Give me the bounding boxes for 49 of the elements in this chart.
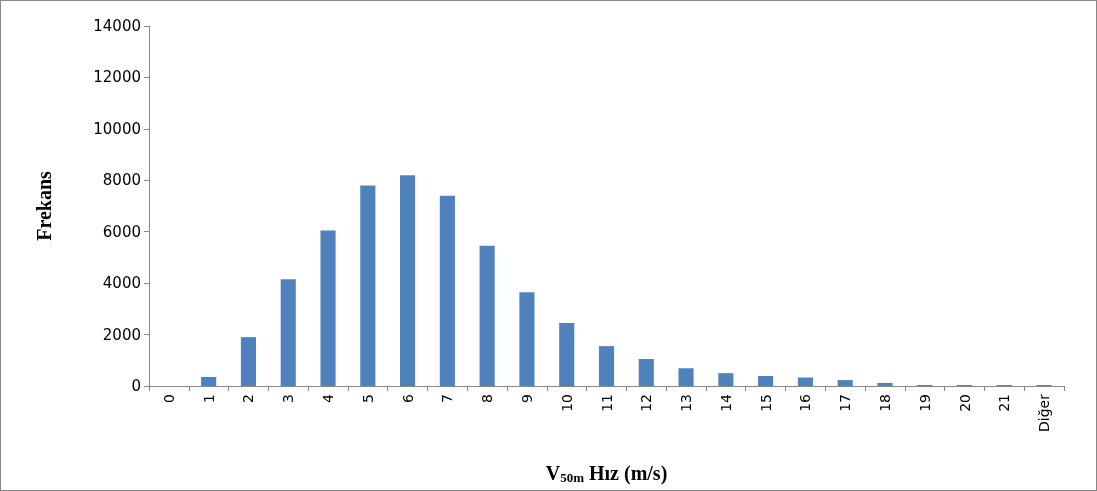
bar <box>837 380 853 386</box>
bar <box>439 195 455 386</box>
y-tick-label: 12000 <box>93 68 141 87</box>
bar <box>280 279 296 386</box>
y-tick-label: 8000 <box>102 171 141 190</box>
x-tick-label: 18 <box>876 394 893 412</box>
x-tick-label: 8 <box>479 394 496 403</box>
x-tick-label: 19 <box>916 394 933 412</box>
x-tick-label: 3 <box>280 394 297 403</box>
y-tick-label: 14000 <box>93 17 141 35</box>
bar <box>877 382 893 386</box>
bar <box>320 230 336 386</box>
y-tick-label: 4000 <box>102 274 141 293</box>
y-tick-label: 10000 <box>93 119 141 138</box>
x-tick-label: 20 <box>956 394 973 412</box>
x-tick-label: 15 <box>757 394 774 412</box>
x-tick-label: 0 <box>160 394 177 403</box>
bar <box>638 359 654 386</box>
x-tick-label: 6 <box>399 393 416 403</box>
x-tick-label: 10 <box>558 394 575 412</box>
y-tick-label: 2000 <box>102 325 141 344</box>
x-tick-label: 21 <box>996 394 1013 412</box>
y-tick-label: 6000 <box>102 222 141 241</box>
x-tick-label: 12 <box>638 394 655 412</box>
bar <box>797 377 813 386</box>
bar <box>598 346 615 386</box>
bar <box>758 375 774 386</box>
x-tick-label: 1 <box>200 394 217 403</box>
x-tick-label: 9 <box>518 394 535 403</box>
bar <box>479 245 495 386</box>
x-tick-label: 17 <box>837 394 854 412</box>
bar <box>519 292 535 386</box>
bar <box>559 323 575 386</box>
x-tick-label: 7 <box>439 394 456 403</box>
bar <box>718 373 734 386</box>
bar <box>678 368 694 386</box>
x-tick-label: 16 <box>797 393 814 412</box>
bar <box>201 377 217 386</box>
x-tick-label: 4 <box>320 393 337 403</box>
x-tick-label: 2 <box>240 394 257 403</box>
x-tick-label: 13 <box>678 394 695 412</box>
bar <box>240 337 257 386</box>
x-tick-label: 5 <box>359 394 376 403</box>
x-tick-label: 14 <box>717 393 734 412</box>
x-tick-label: 11 <box>598 394 615 412</box>
bar <box>360 185 376 386</box>
y-axis-title: Frekans <box>33 170 55 241</box>
bar <box>400 175 416 386</box>
x-tick-label: Diğer <box>1036 393 1053 432</box>
